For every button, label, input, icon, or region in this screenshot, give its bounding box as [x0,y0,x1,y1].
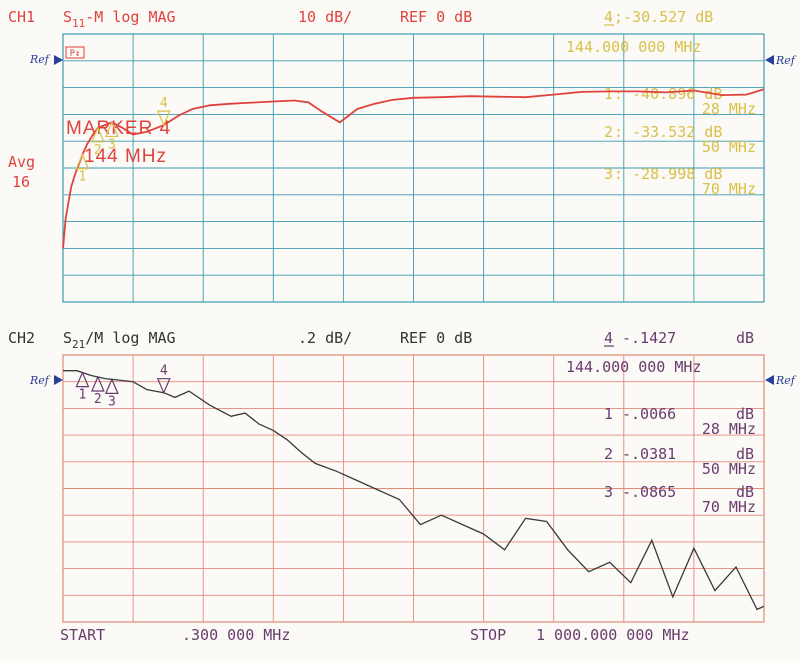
ch2-active-marker-num: 4 [604,329,613,347]
marker-readout-num: 1 [604,405,613,423]
marker-triangle [104,120,119,138]
marker-triangle [156,378,171,395]
ch2-grid [62,354,765,623]
ch2-header: CH2 S21/M log MAG .2 dB/ REF 0 dB [8,329,472,351]
footer: START .300 000 MHz STOP 1 000.000 000 MH… [60,626,690,644]
ch1-probe-icon [65,46,85,59]
marker-readout-freq: 28 MHz [702,420,756,438]
marker-glyph-label: 3 [108,137,116,152]
marker-readout-value: -.0066 [622,405,676,423]
ch2-ref-mark-left: Ref [29,374,51,387]
marker-triangle [75,371,90,388]
ch1-trace [62,88,765,249]
marker-glyph-label: 4 [160,364,168,379]
ch1-ref-mark-right: Ref [775,54,797,67]
ch2-trace [63,370,765,611]
avg-label: Avg [8,153,35,171]
marker-readout-value: : -33.532 dB [614,123,722,141]
ch1-active-marker-num: 4 [604,8,613,26]
marker-readout-num: 3 [604,165,613,183]
ch1-active-marker: 4 ;-30.527 dB [604,8,713,26]
ch1-marker-glyphs: 12 3 4 [75,96,171,185]
ch2-ref: REF 0 dB [400,329,472,347]
stop-value: 1 000.000 000 MHz [536,626,690,644]
marker-triangle [90,375,105,392]
ch2-scale: .2 dB/ [298,329,352,347]
marker-triangle [156,110,171,127]
marker-readout-unit: dB [736,445,754,463]
marker-glyph-label: 4 [160,96,168,111]
marker-readout-freq: 28 MHz [702,100,756,118]
ch1-scale: 10 dB/ [298,8,352,26]
avg-value: 16 [12,173,30,191]
marker-readout-freq: 50 MHz [702,460,756,478]
ch1-ref-mark-left: Ref [29,53,51,66]
marker-glyph-label: 2 [94,392,102,407]
ch1-channel: CH1 [8,8,35,26]
marker-glyph-label: 1 [79,388,87,403]
marker-glyph-label: 3 [108,394,116,409]
ch1-ref-arrow-right [765,55,774,65]
start-value: .300 000 MHz [182,626,290,644]
marker-readout-num: 2 [604,123,613,141]
marker-note-line2: 144 MHz [84,146,167,167]
ch1-ref: REF 0 dB [400,8,472,26]
ch2-active-marker-value: -.1427 [622,329,676,347]
marker-triangle [90,126,105,143]
ch1-ref-arrow-left [54,55,63,65]
ch2-active-marker: 4 -.1427 dB [604,329,754,347]
marker-readout-value: : -40.896 dB [614,85,722,103]
marker-glyph-label: 2 [94,143,102,158]
start-label: START [60,626,105,644]
marker-readout-freq: 70 MHz [702,180,756,198]
marker-note-line1: MARKER 4 [66,118,171,139]
ch2-channel: CH2 [8,329,35,347]
ch1-probe-symbol: P↕ [70,49,81,59]
ch1-param: S11-M log MAG [63,8,176,30]
ch2-param: S21/M log MAG [63,329,176,351]
marker-readout-value: -.0381 [622,445,676,463]
ch1-active-marker-value: ;-30.527 dB [614,8,713,26]
marker-readout-num: 2 [604,445,613,463]
marker-readout-unit: dB [736,405,754,423]
stop-label: STOP [470,626,506,644]
marker-readout-num: 3 [604,483,613,501]
marker-readout-value: : -28.998 dB [614,165,722,183]
marker-readout-value: -.0865 [622,483,676,501]
ch1-grid [62,33,765,303]
ch2-ref-mark-right: Ref [775,374,797,387]
ch1-active-marker-freq: 144.000 000 MHz [566,38,701,56]
ch2-ref-arrow-right [765,375,774,385]
marker-readout-num: 1 [604,85,613,103]
ch2-ref-arrow-left [54,375,63,385]
ch1-header: CH1 S11-M log MAG 10 dB/ REF 0 dB [8,8,472,30]
marker-readout-unit: dB [736,483,754,501]
ch2-marker-glyphs: 1 2 3 4 [75,364,171,409]
ch2-active-marker-freq: 144.000 000 MHz [566,358,701,376]
marker-readout-freq: 70 MHz [702,498,756,516]
marker-triangle [104,377,119,394]
marker-glyph-label: 1 [79,170,87,185]
marker-readout-freq: 50 MHz [702,138,756,156]
ch2-active-marker-unit: dB [736,329,754,347]
marker-triangle [75,153,90,170]
